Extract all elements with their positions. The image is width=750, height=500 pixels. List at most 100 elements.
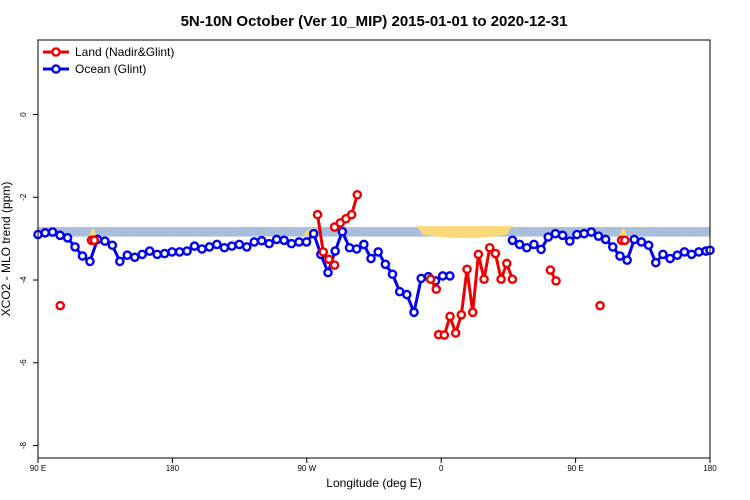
x-tick-label: 90 E xyxy=(30,464,46,473)
data-point xyxy=(462,264,472,275)
data-point xyxy=(445,311,455,322)
data-point xyxy=(672,250,683,261)
data-point xyxy=(593,231,604,241)
data-point xyxy=(279,235,289,246)
data-point xyxy=(167,247,177,257)
background-layer xyxy=(38,226,710,239)
data-point xyxy=(174,247,185,257)
data-point xyxy=(620,235,630,246)
axis-layer: 90 E 180 90 W 0 90 E 180 0 -2 -4 -6 -8 xyxy=(19,112,717,473)
data-point xyxy=(445,271,455,281)
data-point xyxy=(665,253,675,264)
data-point xyxy=(241,242,252,252)
data-point xyxy=(197,244,207,254)
data-point xyxy=(323,267,333,278)
data-point xyxy=(47,227,58,237)
data-point xyxy=(182,246,192,256)
data-point xyxy=(107,240,118,251)
data-point xyxy=(545,265,556,275)
data-point xyxy=(387,269,398,280)
data-point xyxy=(536,244,546,255)
chart-title: 5N-10N October (Ver 10_MIP) 2015-01-01 t… xyxy=(181,13,568,30)
land-mask-region xyxy=(416,226,513,239)
data-point xyxy=(564,236,575,246)
data-point xyxy=(521,242,532,253)
legend-land-marker xyxy=(51,47,61,57)
data-point xyxy=(636,237,647,247)
legend-land-label: Land (Nadir&Glint) xyxy=(75,45,174,59)
data-point xyxy=(543,232,554,242)
data-point xyxy=(551,276,561,286)
data-point xyxy=(490,248,501,259)
data-point xyxy=(294,237,304,247)
land-mask-region xyxy=(89,228,97,236)
data-point xyxy=(402,289,412,300)
data-point xyxy=(55,230,65,241)
data-point xyxy=(507,274,518,285)
y-tick-label: -6 xyxy=(19,359,28,367)
data-point xyxy=(152,249,162,260)
data-point xyxy=(425,274,436,285)
land-mask-region xyxy=(619,228,627,236)
data-point xyxy=(514,239,525,250)
data-point xyxy=(479,274,489,285)
ocean-band xyxy=(38,227,710,237)
data-point xyxy=(586,227,597,237)
series-layer xyxy=(33,189,715,340)
data-point xyxy=(439,330,450,340)
data-point xyxy=(70,242,80,252)
data-point xyxy=(352,189,363,200)
legend: Land (Nadir&Glint) Ocean (Glint) xyxy=(43,45,174,76)
data-point xyxy=(129,252,140,263)
data-point xyxy=(286,238,297,249)
y-tick-label: -8 xyxy=(19,441,28,449)
series-ocean xyxy=(33,226,715,318)
data-point xyxy=(301,237,312,247)
data-point xyxy=(264,238,274,249)
x-tick-label: 180 xyxy=(166,464,180,473)
data-point xyxy=(473,249,484,260)
data-point xyxy=(344,242,355,253)
data-point xyxy=(431,284,442,294)
data-point xyxy=(189,241,200,251)
y-axis-label: XCO2 - MLO trend (ppm) xyxy=(0,182,13,317)
x-tick-label: 0 xyxy=(439,464,444,473)
data-point xyxy=(249,237,260,247)
data-point xyxy=(351,244,362,254)
x-tick-label: 90 W xyxy=(297,464,316,473)
y-tick-label: 0 xyxy=(19,112,28,117)
data-point xyxy=(122,250,133,261)
data-point xyxy=(622,255,632,265)
data-point xyxy=(40,228,50,238)
data-point xyxy=(89,235,100,246)
data-point xyxy=(115,256,125,267)
data-point xyxy=(450,328,461,338)
data-point xyxy=(346,209,357,220)
series-land xyxy=(55,189,630,340)
data-point xyxy=(308,228,319,239)
x-tick-label: 90 E xyxy=(567,464,583,473)
data-point xyxy=(467,307,478,318)
data-point xyxy=(456,310,467,320)
data-point xyxy=(380,259,391,270)
data-point xyxy=(496,274,506,285)
data-point xyxy=(366,253,376,264)
data-point xyxy=(607,242,618,252)
data-point xyxy=(484,242,495,253)
x-axis-label: Longitude (deg E) xyxy=(326,476,421,490)
data-point xyxy=(643,240,654,251)
data-point xyxy=(204,242,215,252)
data-point xyxy=(256,235,267,246)
data-point xyxy=(137,249,148,260)
data-point xyxy=(373,247,383,257)
series-line xyxy=(438,246,514,337)
data-point xyxy=(100,236,110,246)
data-point xyxy=(312,209,323,220)
data-point xyxy=(324,254,334,265)
data-point xyxy=(85,256,95,267)
data-point xyxy=(234,239,245,250)
data-point xyxy=(212,239,222,250)
data-point xyxy=(650,257,661,268)
data-point xyxy=(271,234,282,245)
